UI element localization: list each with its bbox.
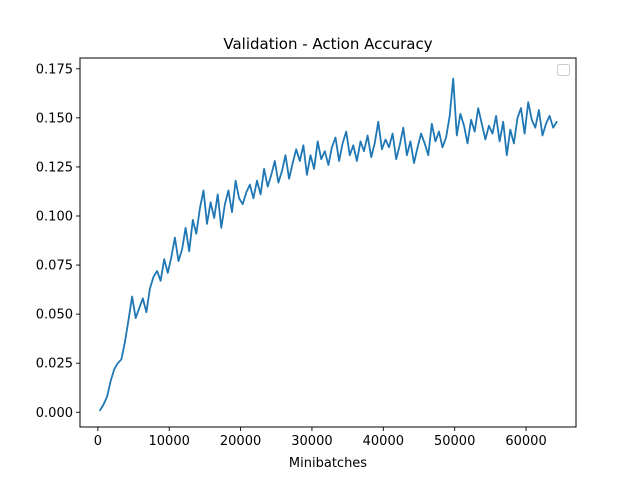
y-tick-label: 0.125 <box>36 160 73 175</box>
y-tick-label: 0.025 <box>36 357 73 372</box>
y-tick-label: 0.100 <box>36 210 73 225</box>
x-tick-label: 10000 <box>149 434 190 449</box>
plot-frame <box>79 57 577 428</box>
y-tick-label: 0.050 <box>36 308 73 323</box>
x-axis-ticks: 0 10000 20000 30000 40000 50000 60000 <box>94 427 547 449</box>
y-tick-label: 0.175 <box>36 62 73 77</box>
series-line <box>99 77 558 412</box>
x-tick-label: 40000 <box>363 434 404 449</box>
y-tick-label: 0.000 <box>36 406 73 421</box>
x-tick-label: 30000 <box>291 434 332 449</box>
x-axis-label: Minibatches <box>289 456 367 471</box>
y-tick-label: 0.075 <box>36 259 73 274</box>
series-group <box>99 77 558 412</box>
x-tick-label: 20000 <box>220 434 261 449</box>
x-tick-label: 0 <box>94 434 102 449</box>
x-tick-label: 60000 <box>505 434 546 449</box>
chart-title: Validation - Action Accuracy <box>223 35 432 53</box>
y-axis-ticks: 0.000 0.025 0.050 0.075 0.100 0.125 0.150 0.175 <box>36 62 80 421</box>
legend-box <box>557 64 570 76</box>
x-tick-label: 50000 <box>434 434 475 449</box>
y-tick-label: 0.150 <box>36 111 73 126</box>
